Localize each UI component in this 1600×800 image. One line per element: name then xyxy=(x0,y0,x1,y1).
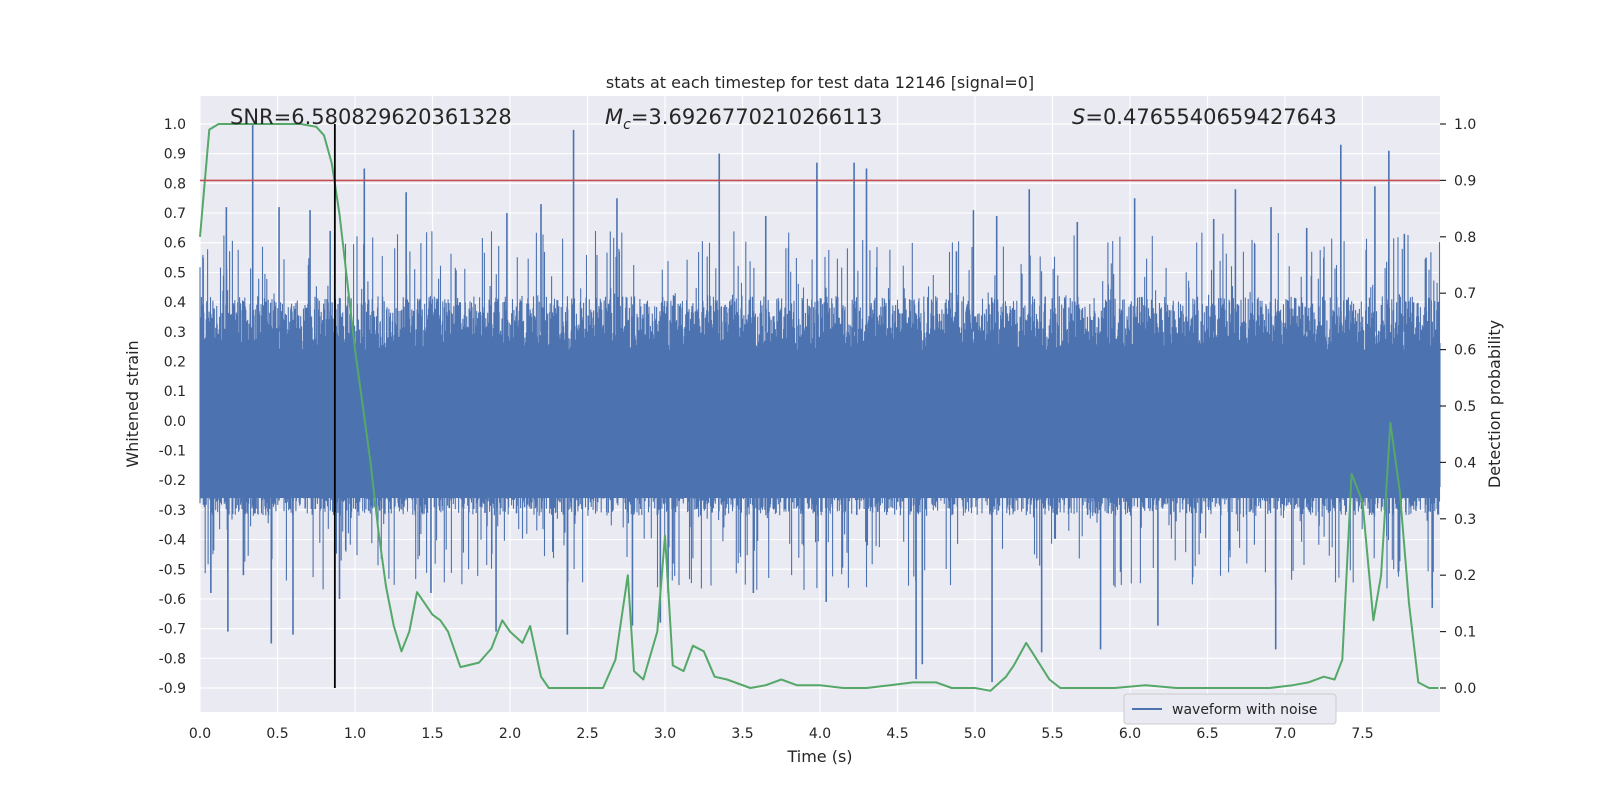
x-axis-label: Time (s) xyxy=(786,747,852,766)
y-tick-label: 1.0 xyxy=(164,117,186,133)
chirp-mass-symbol: M xyxy=(605,105,623,129)
y-tick-label: -0.3 xyxy=(159,503,186,519)
y2-tick-label: 0.2 xyxy=(1454,568,1476,584)
y-tick-label: 0.0 xyxy=(164,414,186,430)
y-tick-label: 0.2 xyxy=(164,354,186,370)
y2-tick-label: 0.1 xyxy=(1454,625,1476,641)
y2-tick-label: 1.0 xyxy=(1454,117,1476,133)
chirp-mass-subscript: c xyxy=(623,117,631,133)
x-tick-label: 4.5 xyxy=(886,726,908,742)
x-tick-label: 6.0 xyxy=(1119,726,1141,742)
y-tick-label: -0.2 xyxy=(159,473,186,489)
ticks: 0.0 0.5 1.0 1.5 2.0 2.5 3.0 3.5 4.0 4.5 5.0 5.5 6.0 6… xyxy=(159,117,1477,742)
y-tick-label: 0.8 xyxy=(164,176,186,192)
x-tick-label: 1.5 xyxy=(421,726,443,742)
legend: waveform with noise xyxy=(1123,693,1337,725)
y2-tick-label: 0.7 xyxy=(1454,286,1476,302)
s-annotation: S=0.4765540659427643 xyxy=(1072,105,1337,129)
legend-box xyxy=(1123,693,1337,725)
y2-tick-label: 0.9 xyxy=(1454,173,1476,189)
y2-tick-label: 0.6 xyxy=(1454,343,1476,359)
y-tick-label: 0.7 xyxy=(164,206,186,222)
y-tick-label: 0.6 xyxy=(164,236,186,252)
y-tick-label: 0.1 xyxy=(164,384,186,400)
y2-tick-label: 0.3 xyxy=(1454,512,1476,528)
chart-title: stats at each timestep for test data 121… xyxy=(606,73,1034,92)
x-tick-label: 7.5 xyxy=(1351,726,1373,742)
x-tick-label: 3.0 xyxy=(654,726,676,742)
x-tick-label: 5.5 xyxy=(1041,726,1063,742)
x-tick-label: 0.0 xyxy=(189,726,211,742)
x-tick-label: 2.5 xyxy=(576,726,598,742)
probability-line xyxy=(199,123,1439,692)
y-tick-label: -0.1 xyxy=(159,444,186,460)
x-tick-label: 7.0 xyxy=(1274,726,1296,742)
probability-series xyxy=(199,123,1439,692)
x-tick-label: 6.5 xyxy=(1196,726,1218,742)
y2-tick-label: 0.5 xyxy=(1454,399,1476,415)
chirp-mass-value: =3.6926770210266113 xyxy=(631,105,882,129)
x-tick-label: 5.0 xyxy=(964,726,986,742)
y2-axis-label: Detection probability xyxy=(1485,320,1504,488)
waveform-core xyxy=(200,349,1440,499)
y-tick-label: -0.6 xyxy=(159,592,186,608)
y-tick-label: 0.9 xyxy=(164,147,186,163)
y-tick-label: 0.3 xyxy=(164,325,186,341)
y-tick-label: 0.5 xyxy=(164,265,186,281)
y2-tick-label: 0.0 xyxy=(1454,681,1476,697)
y-tick-label: -0.5 xyxy=(159,562,186,578)
y-axis-label: Whitened strain xyxy=(123,340,142,467)
x-tick-label: 1.0 xyxy=(344,726,366,742)
s-value: =0.4765540659427643 xyxy=(1085,105,1336,129)
reference-lines xyxy=(200,124,1440,688)
y-tick-label: 0.4 xyxy=(164,295,186,311)
s-symbol: S xyxy=(1072,105,1085,129)
y-tick-label: -0.7 xyxy=(159,622,186,638)
y-tick-label: -0.8 xyxy=(159,651,186,667)
y2-tick-label: 0.4 xyxy=(1454,455,1476,471)
x-tick-label: 0.5 xyxy=(266,726,288,742)
x-tick-label: 2.0 xyxy=(499,726,521,742)
legend-waveform-label: waveform with noise xyxy=(1172,702,1317,718)
waveform-series xyxy=(199,124,1441,683)
y-tick-label: -0.4 xyxy=(159,533,186,549)
x-tick-label: 3.5 xyxy=(731,726,753,742)
y-tick-label: -0.9 xyxy=(159,681,186,697)
y2-tick-label: 0.8 xyxy=(1454,230,1476,246)
chirp-mass-annotation: Mc=3.6926770210266113 xyxy=(605,105,882,133)
snr-annotation: SNR=6.580829620361328 xyxy=(230,105,512,129)
x-tick-label: 4.0 xyxy=(809,726,831,742)
